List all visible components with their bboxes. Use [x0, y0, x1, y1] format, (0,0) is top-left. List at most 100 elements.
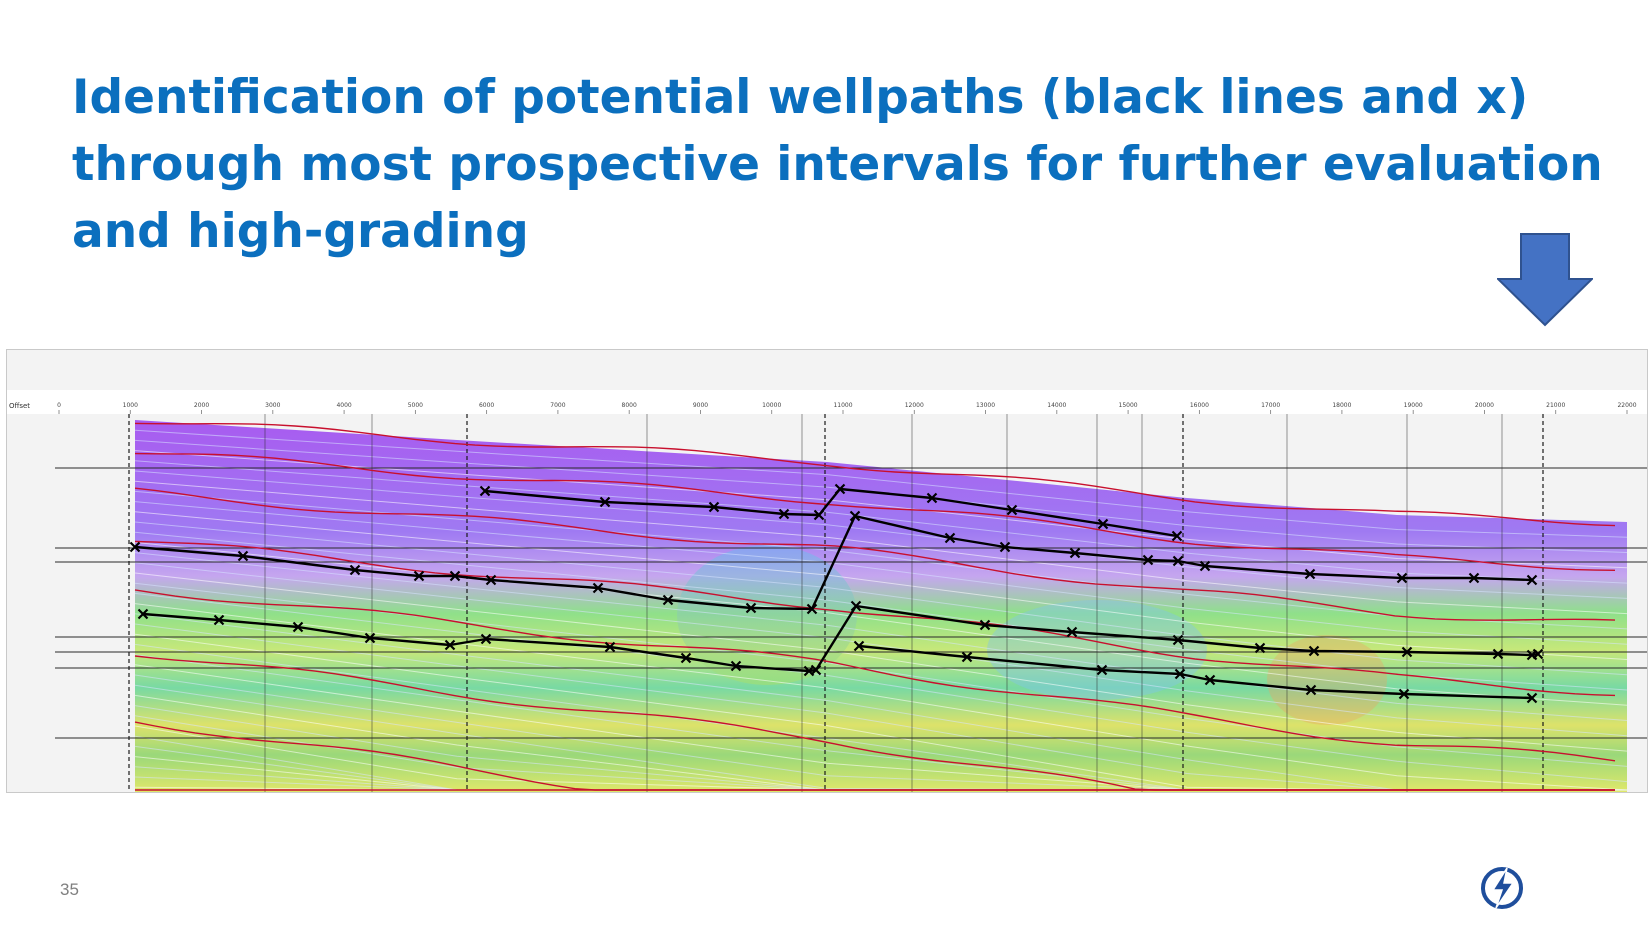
axis-tick-label: 9000	[693, 402, 708, 409]
horizon-line	[134, 589, 1616, 762]
wellpath-x-marker	[853, 640, 865, 652]
wellpath-x-marker	[1066, 626, 1078, 638]
wellpath-x-marker	[479, 485, 491, 497]
wellpath-x-marker	[1304, 568, 1316, 580]
axis-tick-label: 1000	[123, 402, 138, 409]
axis-tick-label: 8000	[622, 402, 637, 409]
wellpath-x-marker	[1308, 645, 1320, 657]
horizon-line	[134, 487, 1616, 621]
wellpath-x-marker	[662, 594, 674, 606]
axis-tick-label: 6000	[479, 402, 494, 409]
axis-tick-label: 18000	[1332, 402, 1351, 409]
axis-tick-label: 21000	[1546, 402, 1565, 409]
axis-tick-label: 10000	[762, 402, 781, 409]
axis-prefix: Offset	[9, 402, 30, 410]
wellpath-x-marker	[944, 532, 956, 544]
wellpath-x-marker	[449, 570, 461, 582]
wellpath-x-marker	[1174, 668, 1186, 680]
wellpath-x-marker	[810, 664, 822, 676]
horizon-line	[134, 540, 1616, 697]
axis-tick-label: 3000	[265, 402, 280, 409]
wellpath-x-marker	[1097, 518, 1109, 530]
wellpath-x-marker	[1069, 547, 1081, 559]
axis-tick-label: 17000	[1261, 402, 1280, 409]
wellpath-x-marker	[1142, 554, 1154, 566]
wellpath-x-marker	[813, 509, 825, 521]
eon-logo	[1481, 867, 1523, 909]
wellpaths	[129, 483, 1544, 704]
wellpath-x-marker	[444, 639, 456, 651]
wellpath-x-marker	[480, 633, 492, 645]
wellpath-x-marker	[1396, 572, 1408, 584]
wellpath-x-marker	[364, 632, 376, 644]
title-line-1: Identification of potential wellpaths (b…	[72, 70, 1529, 125]
horizon-line	[134, 422, 1616, 527]
wellpath-x-marker	[1204, 674, 1216, 686]
wellpath-x-marker	[604, 641, 616, 653]
wellpath-x-marker	[1532, 648, 1544, 660]
wellpath-x-marker	[599, 496, 611, 508]
wellpath-x-marker	[213, 614, 225, 626]
axis-tick-label: 7000	[550, 402, 565, 409]
wellpath-x-marker	[979, 619, 991, 631]
title-line-2: through most prospective intervals for f…	[72, 137, 1603, 192]
wellpath-x-marker	[1171, 530, 1183, 542]
axis-tick-label: 15000	[1119, 402, 1138, 409]
wellpath-x-marker	[708, 501, 720, 513]
axis-tick-label: 11000	[833, 402, 852, 409]
wellpath-x-marker	[592, 582, 604, 594]
wellpath-x-marker	[1526, 692, 1538, 704]
wellpath-x-marker	[1096, 664, 1108, 676]
wellpath-x-marker	[349, 564, 361, 576]
axis-tick-label: 20000	[1475, 402, 1494, 409]
wellpath-x-marker	[137, 608, 149, 620]
cross-section-canvas: Offset 0 1000 2000 3000 4000 5000 6000 7000 8000 9…	[7, 350, 1647, 792]
wellpath-x-marker	[1398, 688, 1410, 700]
wellpath-x-marker	[1305, 684, 1317, 696]
wellpath-x-marker	[1006, 504, 1018, 516]
down-arrow-icon	[1497, 233, 1593, 327]
title-line-3: and high-grading	[72, 204, 529, 259]
axis-tick-label: 5000	[408, 402, 423, 409]
wellpath-x-marker	[1172, 555, 1184, 567]
wellpath-x-marker	[850, 600, 862, 612]
wellpath-x-marker	[237, 550, 249, 562]
wellpath-x-marker	[961, 651, 973, 663]
axis-tick-label: 13000	[976, 402, 995, 409]
wellpath-x-marker	[926, 492, 938, 504]
wellpath-x-marker	[1172, 634, 1184, 646]
axis-tick-label: 2000	[194, 402, 209, 409]
axis-tick-label: 22000	[1617, 402, 1636, 409]
axis-tick-label: 0	[57, 402, 61, 409]
layered-model	[135, 420, 1627, 792]
wellpath-x-marker	[730, 660, 742, 672]
wellpath-x-marker	[1526, 574, 1538, 586]
wellpath-x-marker	[1254, 642, 1266, 654]
axis-tick-label: 14000	[1047, 402, 1066, 409]
axis-tick-label: 12000	[905, 402, 924, 409]
axis-tick-label: 19000	[1404, 402, 1423, 409]
wellpath-x-marker	[778, 508, 790, 520]
wellpath-x-marker	[834, 483, 846, 495]
wellpath-x-marker	[806, 603, 818, 615]
wellpath-4	[858, 644, 1533, 700]
wellpath-x-marker	[745, 602, 757, 614]
horizon-lines	[134, 422, 1616, 791]
page-number: 35	[60, 880, 79, 899]
wellpath-x-marker	[413, 570, 425, 582]
axis-tick-label: 16000	[1190, 402, 1209, 409]
amplitude-patch	[677, 545, 857, 685]
wellpath-1	[484, 487, 1178, 538]
wellpath-x-marker	[999, 541, 1011, 553]
axis-tick-label: 4000	[336, 402, 351, 409]
wellpath-x-marker	[1199, 560, 1211, 572]
wellpath-x-marker	[1401, 646, 1413, 658]
wellpath-x-marker	[129, 541, 141, 553]
wellpath-x-marker	[680, 652, 692, 664]
wellpath-x-marker	[485, 574, 497, 586]
well-markers	[128, 414, 1544, 792]
seismic-cross-section: Offset 0 1000 2000 3000 4000 5000 6000 7000 8000 9…	[6, 349, 1648, 793]
wellpath-x-marker	[292, 621, 304, 633]
slide-title: Identification of potential wellpaths (b…	[72, 64, 1603, 265]
wellpath-x-marker	[1492, 648, 1504, 660]
